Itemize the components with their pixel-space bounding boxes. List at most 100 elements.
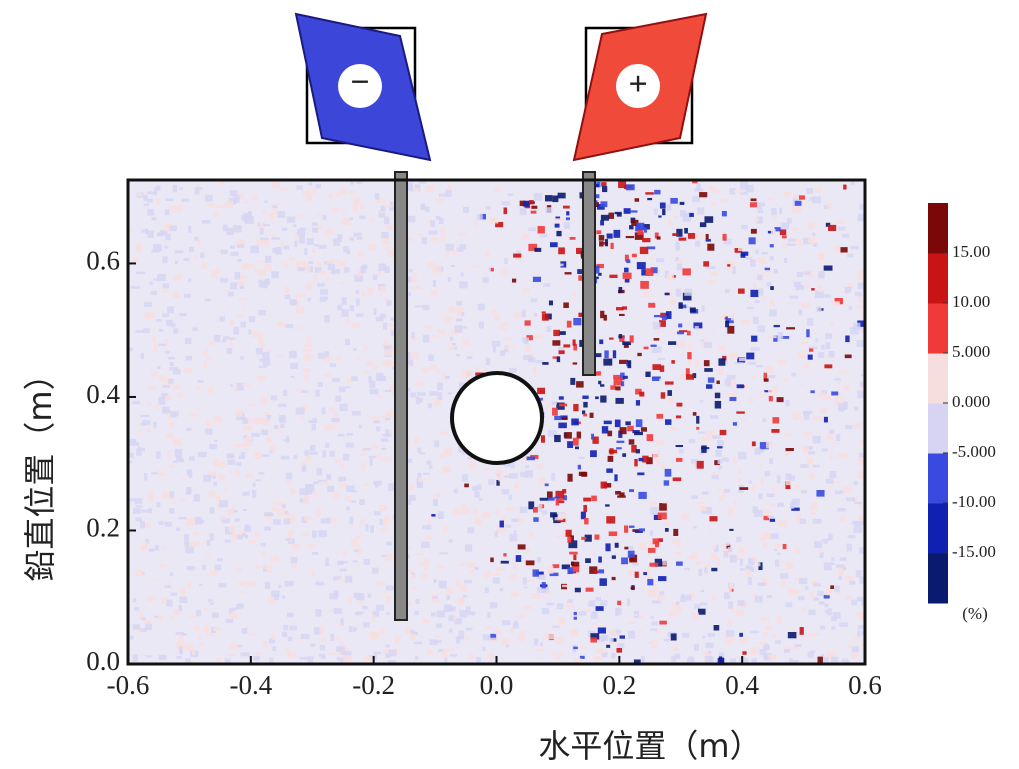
strain-speckle xyxy=(425,206,430,212)
strain-speckle xyxy=(831,557,834,561)
strain-speckle xyxy=(752,486,756,491)
strain-speckle xyxy=(192,650,195,655)
strain-speckle xyxy=(692,552,698,556)
strain-speckle xyxy=(192,327,197,331)
strain-speckle xyxy=(612,577,616,580)
strain-speckle xyxy=(725,289,730,293)
strain-speckle xyxy=(351,539,357,547)
strain-speckle xyxy=(210,507,215,513)
strain-speckle xyxy=(709,516,717,521)
strain-speckle xyxy=(129,348,133,351)
strain-speckle xyxy=(818,352,824,358)
strain-speckle xyxy=(638,492,646,499)
strain-speckle xyxy=(300,416,303,419)
strain-speckle xyxy=(153,278,159,280)
strain-speckle xyxy=(615,420,621,428)
strain-speckle xyxy=(474,221,477,226)
strain-speckle xyxy=(383,247,391,249)
strain-speckle xyxy=(353,560,358,562)
strain-speckle xyxy=(312,222,318,226)
strain-speckle xyxy=(809,348,813,351)
strain-speckle xyxy=(704,568,708,573)
strain-speckle xyxy=(384,349,391,356)
strain-speckle xyxy=(178,393,183,397)
strain-speckle xyxy=(763,655,769,658)
strain-speckle xyxy=(339,641,343,646)
strain-speckle xyxy=(791,227,798,230)
strain-speckle xyxy=(185,644,194,651)
strain-speckle xyxy=(595,396,599,399)
strain-speckle xyxy=(609,275,617,278)
colorbar-unit: (%) xyxy=(962,604,987,623)
strain-speckle xyxy=(218,475,225,481)
strain-speckle xyxy=(600,384,604,386)
strain-speckle xyxy=(665,528,669,532)
strain-speckle xyxy=(782,243,787,248)
strain-speckle xyxy=(693,526,696,529)
strain-speckle xyxy=(313,481,318,484)
strain-speckle xyxy=(242,491,249,495)
strain-speckle xyxy=(482,277,489,282)
strain-speckle xyxy=(484,367,488,372)
y-tick-label: 0.6 xyxy=(86,246,120,276)
strain-speckle xyxy=(837,221,845,225)
strain-speckle xyxy=(850,329,859,334)
strain-speckle xyxy=(332,271,336,274)
strain-speckle xyxy=(379,286,385,293)
strain-speckle xyxy=(756,365,763,367)
strain-speckle xyxy=(254,417,263,424)
strain-speckle xyxy=(156,319,162,321)
strain-speckle xyxy=(382,457,391,462)
strain-speckle xyxy=(786,327,795,329)
strain-speckle xyxy=(620,427,627,434)
strain-speckle xyxy=(165,522,172,527)
strain-speckle xyxy=(338,261,346,267)
right-sheet-wall xyxy=(583,172,595,375)
strain-speckle xyxy=(346,443,354,448)
strain-speckle xyxy=(297,639,300,642)
strain-speckle xyxy=(382,434,387,436)
strain-speckle xyxy=(669,610,678,616)
strain-speckle xyxy=(662,209,665,215)
strain-speckle xyxy=(552,196,558,203)
strain-speckle xyxy=(168,357,175,360)
strain-speckle xyxy=(626,259,630,263)
strain-speckle xyxy=(647,641,654,644)
strain-speckle xyxy=(129,453,133,458)
strain-speckle xyxy=(746,257,752,260)
strain-speckle xyxy=(627,622,634,624)
strain-speckle xyxy=(411,574,416,578)
strain-speckle xyxy=(315,582,324,586)
strain-speckle xyxy=(755,300,760,303)
strain-speckle xyxy=(654,209,658,215)
strain-speckle xyxy=(711,203,715,207)
strain-speckle xyxy=(813,465,820,468)
strain-speckle xyxy=(712,595,716,600)
strain-speckle xyxy=(149,595,156,599)
strain-speckle xyxy=(812,436,820,444)
strain-speckle xyxy=(470,570,475,573)
strain-speckle xyxy=(640,247,648,254)
strain-speckle xyxy=(445,244,454,251)
strain-speckle xyxy=(459,281,468,288)
strain-speckle xyxy=(818,253,825,260)
strain-speckle xyxy=(748,577,752,585)
strain-speckle xyxy=(182,478,187,480)
strain-speckle xyxy=(151,371,158,376)
strain-speckle xyxy=(244,201,249,204)
strain-speckle xyxy=(257,376,266,381)
strain-speckle xyxy=(307,544,315,547)
strain-speckle xyxy=(787,243,796,246)
strain-speckle xyxy=(760,391,765,395)
strain-speckle xyxy=(140,545,147,550)
strain-speckle xyxy=(662,316,667,321)
strain-speckle xyxy=(439,552,448,554)
strain-speckle xyxy=(783,378,788,381)
strain-speckle xyxy=(265,582,270,589)
strain-speckle xyxy=(415,599,419,604)
strain-speckle xyxy=(342,297,347,305)
strain-speckle xyxy=(166,320,173,326)
strain-speckle xyxy=(626,236,634,238)
strain-speckle xyxy=(762,418,766,422)
strain-speckle xyxy=(228,509,235,515)
